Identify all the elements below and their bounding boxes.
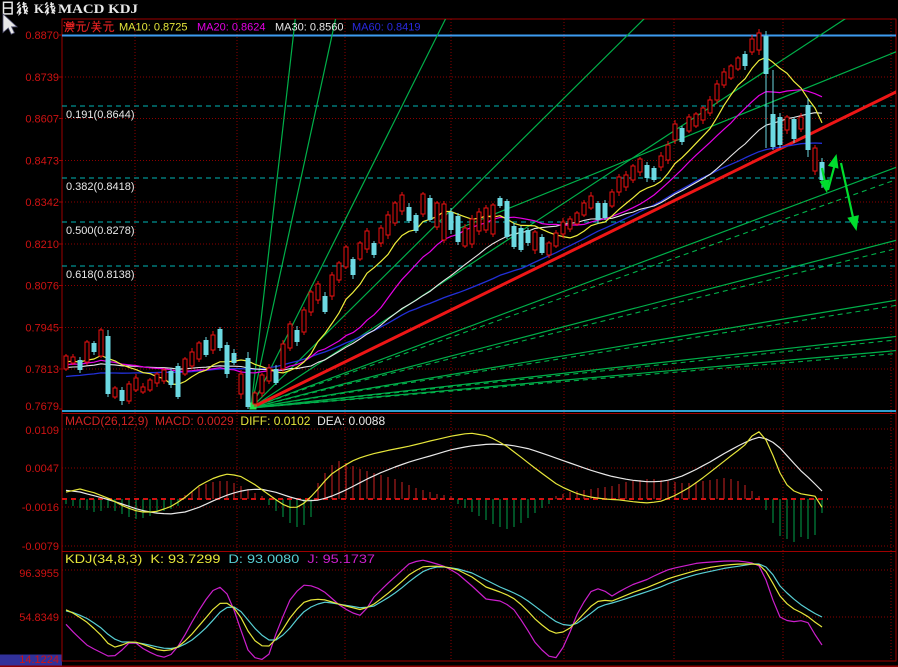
svg-text:0.8739: 0.8739 <box>25 72 59 84</box>
svg-text:14.1224: 14.1224 <box>19 654 59 666</box>
svg-text:MA10: 0.8725: MA10: 0.8725 <box>119 22 188 34</box>
svg-text:96.3955: 96.3955 <box>19 568 59 580</box>
svg-text:54.8349: 54.8349 <box>19 612 59 624</box>
svg-text:/: / <box>87 20 91 34</box>
svg-text:0.8870: 0.8870 <box>25 30 59 42</box>
svg-text:0.8607: 0.8607 <box>25 114 59 126</box>
svg-text:0.191(0.8644): 0.191(0.8644) <box>66 109 135 121</box>
svg-text:0.0047: 0.0047 <box>25 463 59 475</box>
svg-text:0.8210: 0.8210 <box>25 239 59 251</box>
svg-text:0.500(0.8278): 0.500(0.8278) <box>66 225 135 237</box>
svg-text:0.8342: 0.8342 <box>25 197 59 209</box>
svg-text:0.7679: 0.7679 <box>25 401 59 413</box>
svg-text:0.7813: 0.7813 <box>25 364 59 376</box>
svg-text:-0.0016: -0.0016 <box>22 502 59 514</box>
svg-text:0.382(0.8418): 0.382(0.8418) <box>66 181 135 193</box>
svg-text:MA20: 0.8624: MA20: 0.8624 <box>197 22 266 34</box>
svg-text:0.8076: 0.8076 <box>25 281 59 293</box>
svg-text:0.8473: 0.8473 <box>25 155 59 167</box>
svg-text:KDJ(34,8,3) K: 93.7299 D: 93: KDJ(34,8,3) K: 93.7299 D: 93.0080 J: 95.… <box>65 552 375 566</box>
svg-text:K: K <box>34 1 45 16</box>
svg-text:MA60: 0.8419: MA60: 0.8419 <box>352 22 421 34</box>
svg-text:0.7945: 0.7945 <box>25 322 59 334</box>
svg-text:0.618(0.8138): 0.618(0.8138) <box>66 269 135 281</box>
svg-text:MACD(26,12,9) MACD: 0.0029 D: MACD(26,12,9) MACD: 0.0029 DIFF: 0.0102 … <box>65 414 385 428</box>
svg-text:MA30: 0.8560: MA30: 0.8560 <box>275 22 344 34</box>
svg-text:-0.0079: -0.0079 <box>22 541 59 553</box>
svg-text:MACD KDJ: MACD KDJ <box>58 1 139 16</box>
svg-text:0.0109: 0.0109 <box>25 425 59 437</box>
